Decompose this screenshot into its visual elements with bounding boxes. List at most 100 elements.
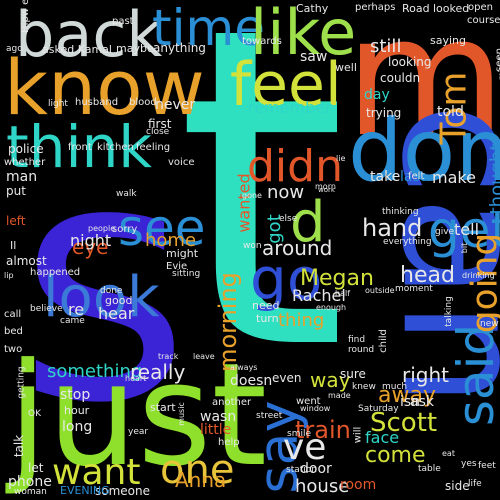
- word-couldn: couldn: [380, 71, 421, 85]
- word-left: left: [6, 214, 26, 228]
- word-megan: Megan: [300, 266, 374, 291]
- word-long: long: [62, 419, 93, 435]
- word-someone: someone: [95, 484, 150, 498]
- word-give: give: [435, 227, 455, 237]
- word-just: just: [8, 333, 268, 498]
- word-little: little: [200, 422, 232, 438]
- word-maybe: maybe: [116, 42, 154, 55]
- word-saying: saying: [430, 34, 466, 47]
- word-cathy: Cathy: [296, 2, 329, 15]
- word-road: Road: [402, 2, 430, 15]
- word-else: else: [279, 214, 298, 224]
- word-enough: enough: [316, 303, 347, 312]
- word-help: help: [218, 437, 240, 448]
- word-happened: happened: [30, 267, 81, 278]
- word-light: light: [48, 99, 68, 109]
- word-d: d: [290, 190, 326, 255]
- word-head: head: [400, 263, 455, 288]
- word-towards: towards: [242, 36, 282, 47]
- word-lie: lie: [336, 154, 346, 163]
- word-isn: isn: [400, 394, 421, 410]
- word-anything: anything: [153, 41, 206, 55]
- word-getting: getting: [16, 366, 27, 399]
- word-lip: lip: [4, 271, 14, 280]
- word-know: know: [4, 43, 205, 132]
- word-get: get: [428, 201, 500, 259]
- word-turn: turn: [256, 312, 279, 325]
- word-knew: knew: [352, 382, 376, 392]
- word-open: open: [468, 2, 493, 13]
- word-woman: woman: [14, 487, 47, 497]
- word-evie: Evie: [166, 261, 188, 272]
- word-people: people: [88, 224, 116, 233]
- word-hour: hour: [64, 404, 90, 417]
- word-whether: whether: [4, 157, 46, 168]
- word-t: t: [175, 0, 348, 446]
- word-rachel: Rachel: [292, 286, 346, 305]
- word-s: s: [18, 91, 190, 475]
- word-around: around: [262, 236, 333, 260]
- word-morning: morning: [213, 272, 242, 372]
- word-first: first: [148, 117, 172, 131]
- word-don: don: [348, 101, 500, 201]
- word-smile: smile: [287, 429, 311, 439]
- word-need: need: [252, 299, 280, 312]
- word-side: side: [445, 479, 470, 493]
- word-time: time: [152, 0, 265, 57]
- word-sorry: sorry: [112, 224, 138, 235]
- word-round: round: [348, 345, 375, 355]
- word-new: new: [480, 319, 499, 329]
- word-another: another: [212, 397, 252, 408]
- word-look: look: [43, 265, 160, 330]
- word-now: now: [267, 182, 305, 203]
- word-course: course: [467, 15, 500, 26]
- word-always: always: [230, 363, 258, 372]
- word-call: call: [4, 309, 22, 320]
- word-gone: gone: [242, 191, 262, 200]
- word-something: something: [47, 361, 143, 382]
- word-put: put: [6, 184, 26, 198]
- word-good: good: [105, 294, 133, 307]
- word-even: even: [272, 371, 302, 385]
- word-past: past: [112, 16, 134, 27]
- word-husband: husband: [75, 97, 119, 108]
- word-made: made: [328, 391, 351, 400]
- word-really: really: [130, 360, 186, 384]
- word-go: go: [250, 245, 323, 313]
- word-blood: blood: [129, 97, 157, 108]
- word-might: might: [166, 247, 199, 260]
- word-thought: thought: [486, 143, 500, 215]
- word-way: way: [310, 368, 351, 392]
- word-looked: looked: [433, 2, 470, 15]
- word-talk: talk: [12, 434, 27, 458]
- word-sure: sure: [340, 367, 366, 381]
- word-re: re: [68, 300, 85, 319]
- word-drinking: drinking: [462, 271, 495, 280]
- word-window: window: [300, 404, 331, 413]
- word-half: half: [335, 289, 351, 298]
- word-looking: looking: [388, 55, 432, 69]
- word-think: think: [6, 113, 152, 181]
- word-stop: stop: [60, 387, 91, 403]
- word-still: still: [370, 36, 402, 57]
- word-moment: moment: [395, 284, 433, 294]
- word-music: music: [176, 402, 186, 426]
- word-wanted: wanted: [234, 173, 254, 233]
- word-year: year: [128, 427, 149, 437]
- word-feeling: feeling: [136, 142, 171, 153]
- word-day: day: [364, 87, 390, 103]
- word-voice: voice: [168, 157, 195, 168]
- word-almost: almost: [6, 254, 47, 268]
- word-thing: thing: [278, 310, 325, 331]
- word-front: front: [68, 142, 92, 153]
- word-walk: walk: [116, 189, 137, 199]
- word-night: night: [70, 231, 112, 250]
- word-room: room: [340, 477, 377, 493]
- word-close: close: [146, 127, 170, 137]
- word-like: like: [250, 0, 357, 69]
- word-talking: talking: [443, 296, 454, 327]
- word-trying: trying: [366, 106, 402, 120]
- word-bit: bit: [460, 242, 470, 254]
- word-won: won: [243, 241, 262, 251]
